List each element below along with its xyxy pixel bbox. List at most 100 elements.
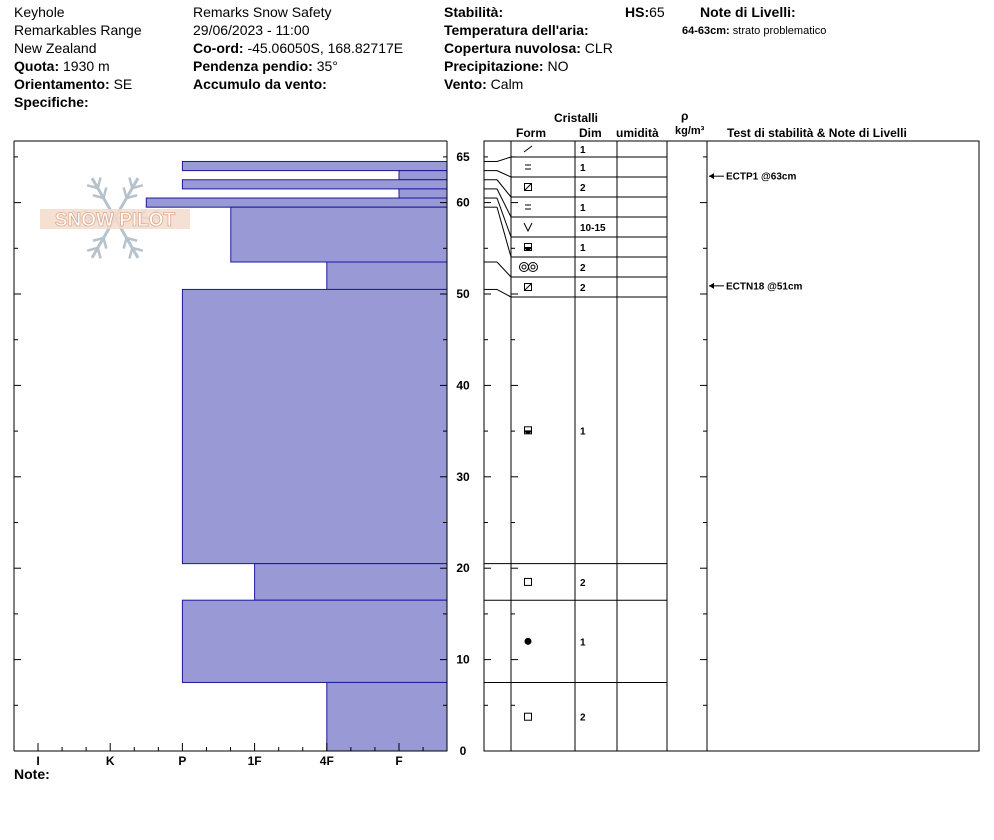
y-tick-label: 65 — [456, 150, 470, 164]
hs-label: HS: — [625, 4, 650, 20]
snowflake-branch — [96, 177, 102, 189]
crystal-dim: 2 — [580, 283, 586, 294]
accumulo-label: Accumulo da vento: — [193, 76, 327, 92]
glyph-box — [524, 577, 532, 586]
snowflake-branch — [126, 236, 138, 242]
header-location: Keyhole Remarkables Range New Zealand Qu… — [14, 3, 142, 111]
layer-connector — [496, 179, 512, 198]
snowpilot-watermark: SNOW PILOT — [40, 177, 190, 259]
coord-row: Co-ord: -45.06050S, 168.82717E — [193, 39, 403, 57]
y-tick-label: 40 — [456, 378, 470, 392]
hardness-bar — [230, 206, 448, 263]
glyph-fill — [524, 247, 532, 251]
header-weather: Stabilità: Temperatura dell'aria: Copert… — [444, 3, 613, 93]
snowflake-branch — [86, 184, 99, 190]
y-tick-label: 0 — [460, 744, 467, 758]
test-label: ECTN18 @51cm — [726, 281, 803, 292]
crystal-dim: 1 — [580, 637, 586, 648]
orient-label: Orientamento: — [14, 76, 110, 92]
snowflake-branch — [128, 247, 134, 259]
coord-label: Co-ord: — [193, 40, 244, 56]
snowflake-branch — [92, 236, 104, 242]
x-tick-label: I — [36, 754, 39, 768]
test-label: ECTP1 @63cm — [726, 172, 796, 183]
hs-row: HS:65 — [625, 3, 665, 21]
table-headers: Cristalli Form Dim umidità ρ kg/m³ Test … — [516, 109, 907, 140]
specifiche-label: Specifiche: — [14, 94, 89, 110]
precip-row: Precipitazione: NO — [444, 57, 613, 75]
x-tick-label: F — [395, 754, 402, 768]
snowflake-branch — [122, 187, 128, 199]
x-tick-label: 4F — [320, 754, 334, 768]
crystal-dim: 1 — [580, 243, 586, 254]
stabilita-row: Stabilità: — [444, 3, 613, 21]
snowflake-branch — [131, 184, 144, 190]
snowflake-branch — [126, 194, 138, 200]
copertura-label: Copertura nuvolosa: — [444, 40, 581, 56]
hardness-bar — [398, 188, 448, 199]
header-umidita: umidità — [616, 126, 659, 140]
location-line-2: Remarkables Range — [14, 22, 142, 38]
crystal-table: 1 1 2 1 10-15 1 2 2 1 2 1 2 ECTP1 @63cm ECTN18 @51cm — [483, 140, 980, 752]
hardness-bar — [398, 170, 448, 181]
table-frame — [483, 140, 980, 752]
glyph-ring — [528, 262, 538, 272]
accumulo-row: Accumulo da vento: — [193, 75, 403, 93]
hardness-bar — [145, 197, 448, 208]
precip-value: NO — [547, 58, 569, 74]
header-cristalli: Cristalli — [554, 111, 598, 125]
y-tick-label: 50 — [456, 287, 470, 301]
y-tick-label: 20 — [456, 561, 470, 575]
header-dim: Dim — [579, 126, 602, 140]
snowflake-branch — [122, 237, 128, 249]
crystal-boxslash-icon — [524, 183, 532, 191]
crystal-boxslash-icon — [524, 283, 532, 291]
hardness-bar — [181, 160, 448, 172]
orient-value: SE — [113, 76, 133, 92]
datetime: 29/06/2023 - 11:00 — [193, 22, 310, 38]
hardness-bar — [326, 681, 448, 752]
crystal-dim: 2 — [580, 263, 586, 274]
crystal-dim: 10-15 — [580, 223, 606, 234]
hs-value: 65 — [649, 4, 665, 20]
profile-axes: 0 10 20 30 40 50 60 65 I K P 1F 4F F — [13, 140, 707, 768]
vento-row: Vento: Calm — [444, 75, 613, 93]
crystal-dot-icon — [524, 637, 532, 645]
snowflake-branch — [131, 246, 144, 252]
hardness-bars — [145, 160, 448, 752]
x-tick-label: P — [178, 754, 186, 768]
note-label-text: Note: — [14, 766, 50, 782]
glyph-ring — [521, 264, 527, 270]
layer-connector — [496, 188, 512, 218]
test-arrowhead — [709, 282, 714, 289]
test-arrowhead — [709, 173, 714, 180]
glyph-stroke — [524, 183, 532, 191]
coord-value: -45.06050S, 168.82717E — [247, 40, 404, 56]
crystal-halfround-icon — [524, 426, 532, 435]
snowflake-branch — [102, 187, 108, 199]
stabilita-label: Stabilità: — [444, 4, 504, 20]
glyph-ring — [530, 264, 536, 270]
layer-connector — [496, 170, 512, 178]
crystal-dim: 1 — [580, 203, 586, 214]
copertura-row: Copertura nuvolosa: CLR — [444, 39, 613, 57]
y-tick-label: 30 — [456, 470, 470, 484]
location-line-1: Keyhole — [14, 4, 65, 20]
glyph-box — [524, 183, 532, 191]
snowflake-branch — [102, 237, 108, 249]
glyph-fill — [524, 637, 532, 645]
layer-connector — [496, 288, 512, 298]
note-label: Note: — [14, 765, 50, 783]
snowflake-branch — [92, 194, 104, 200]
org-name: Remarks Snow Safety — [193, 4, 332, 20]
layer-connector — [496, 197, 512, 238]
note-livelli-entry: 64-63cm: strato problematico — [682, 22, 826, 40]
hardness-bar — [326, 261, 448, 290]
crystal-vee-icon — [523, 222, 533, 233]
header-rho-unit: kg/m³ — [675, 125, 705, 137]
crystal-dim: 1 — [580, 145, 586, 156]
hardness-bar — [254, 563, 448, 601]
header-form: Form — [516, 126, 546, 140]
snowflake-branch — [86, 246, 99, 252]
vento-label: Vento: — [444, 76, 487, 92]
